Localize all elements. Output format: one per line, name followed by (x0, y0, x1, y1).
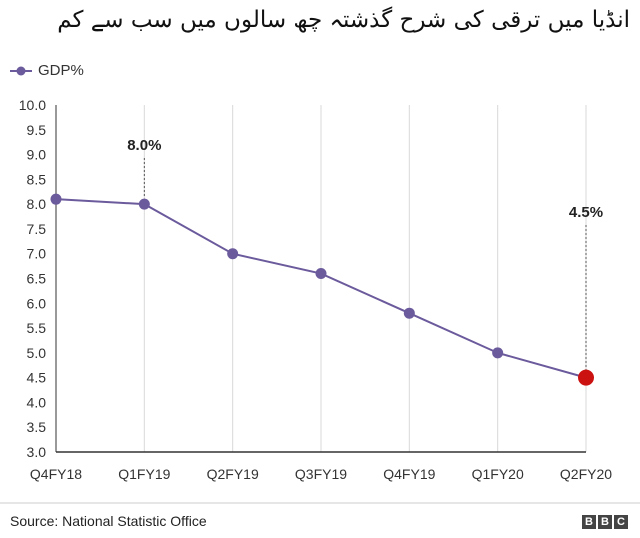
data-point (403, 307, 415, 319)
data-point (315, 268, 327, 280)
x-tick-label: Q1FY19 (118, 466, 170, 482)
legend-line-icon (10, 66, 32, 75)
chart-title: انڈیا میں ترقی کی شرح گذشتہ چھ سالوں میں… (57, 7, 630, 33)
y-tick-label: 3.0 (27, 444, 47, 460)
legend: GDP% (10, 62, 84, 79)
annotation-label: 4.5% (569, 204, 603, 221)
y-tick-label: 8.5 (27, 171, 47, 187)
y-tick-label: 6.5 (27, 271, 47, 287)
brand-letter: B (598, 515, 612, 529)
y-tick-label: 9.0 (27, 147, 47, 163)
annotation-label: 8.0% (127, 137, 161, 154)
y-tick-label: 10.0 (19, 97, 46, 113)
source-note: Source: National Statistic Office (10, 513, 207, 529)
x-tick-label: Q3FY19 (295, 466, 347, 482)
x-tick-label: Q2FY20 (560, 466, 612, 482)
data-point (50, 193, 62, 205)
y-tick-label: 9.5 (27, 122, 47, 138)
x-tick-label: Q4FY19 (383, 466, 435, 482)
brand-letter: B (582, 515, 596, 529)
y-tick-label: 4.0 (27, 394, 47, 410)
footer-divider (0, 502, 640, 504)
brand-letter: C (614, 515, 628, 529)
y-tick-label: 7.5 (27, 221, 47, 237)
legend-label: GDP% (38, 62, 84, 79)
data-point (492, 347, 504, 359)
bbc-logo: B B C (582, 515, 628, 529)
x-tick-label: Q2FY19 (207, 466, 259, 482)
data-point (138, 198, 150, 210)
y-tick-label: 4.5 (27, 370, 47, 386)
y-tick-label: 3.5 (27, 419, 47, 435)
x-tick-label: Q4FY18 (30, 466, 82, 482)
x-tick-label: Q1FY20 (472, 466, 524, 482)
y-tick-label: 8.0 (27, 196, 47, 212)
y-tick-label: 5.5 (27, 320, 47, 336)
y-tick-label: 5.0 (27, 345, 47, 361)
line-chart: 3.0 3.5 4.0 4.5 5.0 5.5 6.0 6.5 7.0 7.5 8.0 8.5 9.0 9… (19, 97, 613, 482)
y-tick-label: 6.0 (27, 295, 47, 311)
y-tick-label: 7.0 (27, 246, 47, 262)
highlight-point (578, 369, 594, 386)
data-point (227, 248, 239, 260)
